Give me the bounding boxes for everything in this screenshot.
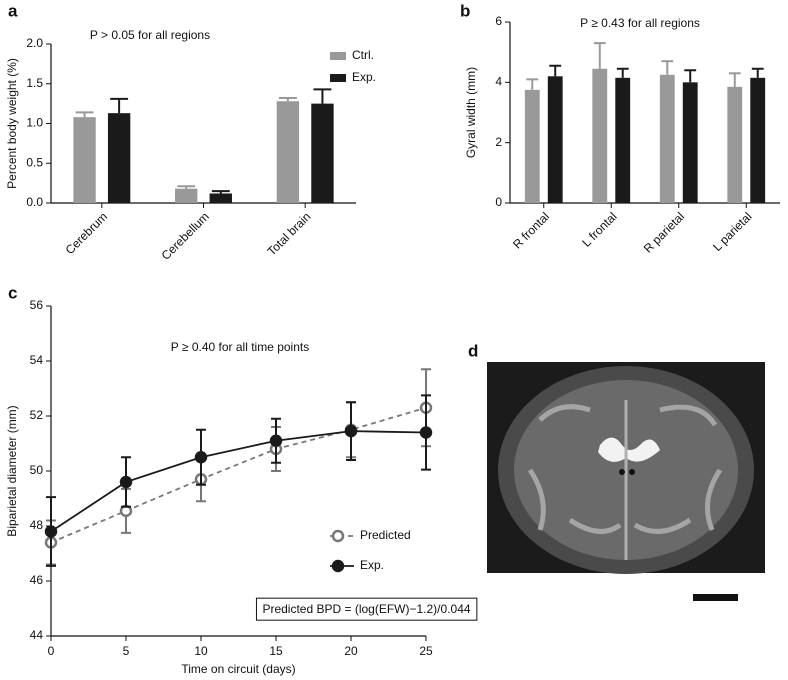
y-tick-label: 44	[30, 628, 44, 642]
legend-marker	[331, 529, 345, 543]
y-axis-label: Gyral width (mm)	[464, 67, 478, 158]
y-tick-label: 1.0	[26, 116, 43, 130]
y-tick-label: 1.5	[26, 76, 43, 90]
x-tick-label: 5	[123, 644, 130, 658]
series-line	[50, 406, 427, 544]
panel-label: b	[460, 1, 470, 20]
gyri	[527, 404, 723, 534]
y-tick-label: 0	[495, 195, 502, 209]
legend-swatch	[330, 52, 346, 60]
legend-label: Exp.	[360, 558, 384, 572]
bar	[175, 188, 198, 203]
panel-label: d	[468, 341, 478, 360]
legend-marker	[331, 559, 345, 573]
y-axis-label: Percent body weight (%)	[5, 58, 19, 189]
marker	[44, 525, 58, 538]
scale-bar	[693, 594, 738, 601]
bar	[276, 101, 300, 203]
x-axis-label: Time on circuit (days)	[181, 662, 295, 676]
equation-box	[255, 597, 478, 621]
bar	[659, 74, 675, 204]
annotation: P ≥ 0.43 for all regions	[580, 16, 700, 30]
bar	[750, 77, 766, 203]
bar	[547, 76, 563, 203]
bar	[311, 103, 334, 203]
y-tick-label: 2.0	[26, 36, 43, 50]
series-line	[50, 430, 427, 533]
x-tick-label: L parietal	[710, 209, 754, 253]
equation: Predicted BPD = (log(EFW)−1.2)/0.044	[262, 602, 470, 616]
structure	[629, 469, 635, 475]
y-tick-label: 2	[495, 135, 502, 149]
x-tick-label: 20	[344, 644, 358, 658]
marker	[419, 426, 433, 439]
y-tick-label: 46	[30, 573, 44, 587]
y-tick-label: 52	[30, 408, 44, 422]
legend-swatch	[330, 74, 346, 82]
ventricles	[598, 437, 660, 462]
x-tick-label: L frontal	[579, 209, 619, 249]
y-tick-label: 50	[30, 463, 44, 477]
x-tick-label: 25	[419, 644, 433, 658]
x-tick-label: 15	[269, 644, 283, 658]
y-tick-label: 6	[495, 14, 502, 28]
legend-label: Predicted	[360, 528, 411, 542]
x-tick-label: R parietal	[641, 209, 687, 255]
bar	[73, 117, 96, 203]
bar	[615, 77, 631, 203]
annotation: P ≥ 0.40 for all time points	[171, 340, 309, 354]
marker	[269, 434, 283, 447]
panel-label: c	[8, 283, 17, 302]
bar	[682, 82, 698, 203]
y-tick-label: 0.0	[26, 195, 43, 209]
marker	[194, 451, 208, 464]
y-tick-label: 0.5	[26, 155, 43, 169]
marker	[344, 424, 358, 438]
marker	[119, 475, 133, 489]
y-tick-label: 54	[30, 353, 44, 367]
bar	[592, 68, 608, 203]
x-tick-label: R frontal	[510, 209, 552, 251]
x-tick-label: Cerebellum	[159, 209, 212, 262]
legend-label: Exp.	[352, 70, 376, 84]
x-tick-label: Cerebrum	[63, 209, 111, 257]
annotation: P > 0.05 for all regions	[90, 28, 210, 42]
y-tick-label: 48	[30, 518, 44, 532]
structure	[619, 469, 625, 475]
x-tick-label: Total brain	[264, 209, 313, 258]
x-tick-label: 10	[194, 644, 208, 658]
bar	[524, 89, 540, 203]
panel-label: a	[8, 1, 18, 20]
legend-label: Ctrl.	[352, 48, 374, 62]
bar	[107, 113, 131, 203]
mri-image	[487, 362, 765, 574]
y-axis-label: Biparietal diameter (mm)	[5, 405, 19, 536]
bar	[209, 193, 232, 203]
x-tick-label: 0	[48, 644, 55, 658]
y-tick-label: 56	[30, 298, 44, 312]
y-tick-label: 4	[495, 75, 502, 89]
bar	[727, 86, 743, 203]
